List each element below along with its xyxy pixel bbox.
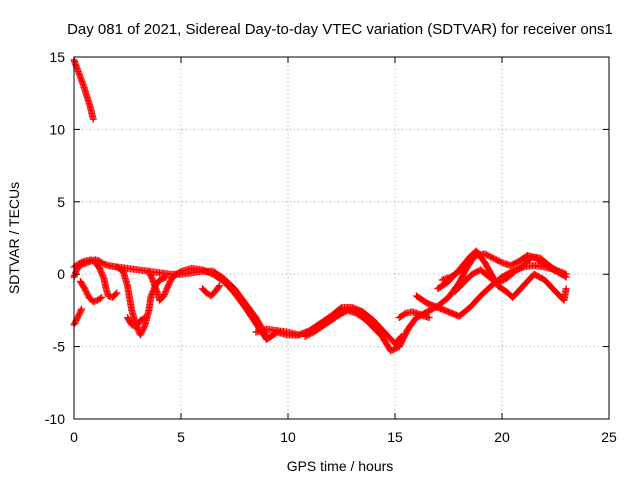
series-track-4 xyxy=(113,263,170,339)
grid-lines xyxy=(74,57,609,419)
data-point xyxy=(558,270,566,278)
data-point xyxy=(425,314,433,322)
x-tick-label: 20 xyxy=(494,429,510,445)
series-track-7 xyxy=(198,282,224,300)
data-point xyxy=(141,314,149,322)
axis-ticks: 0 5 10 15 20 25 -10 -5 0 5 10 15 xyxy=(45,49,617,445)
data-point xyxy=(556,269,564,277)
data-point xyxy=(96,294,104,302)
x-tick-label: 15 xyxy=(387,429,403,445)
data-point xyxy=(98,293,106,301)
x-tick-label: 5 xyxy=(177,429,185,445)
data-point xyxy=(162,273,170,281)
y-axis-label: SDTVAR / TECUs xyxy=(6,182,22,294)
series-track-early-high xyxy=(70,56,97,123)
series-track-2 xyxy=(70,256,121,301)
y-tick-label: 10 xyxy=(49,121,65,137)
data-point xyxy=(215,283,223,291)
series-track-9 xyxy=(301,256,476,355)
data-point xyxy=(77,305,85,313)
chart-title: Day 081 of 2021, Sidereal Day-to-day VTE… xyxy=(67,21,613,38)
series-track-3 xyxy=(76,277,106,306)
data-series xyxy=(70,56,570,355)
series-track-10 xyxy=(395,308,433,322)
data-point xyxy=(89,115,97,123)
data-point xyxy=(216,282,224,290)
x-tick-label: 10 xyxy=(280,429,296,445)
series-track-14 xyxy=(438,250,566,284)
y-tick-label: 0 xyxy=(57,266,65,282)
y-tick-label: -10 xyxy=(45,411,65,427)
data-point xyxy=(113,289,121,297)
x-axis-label: GPS time / hours xyxy=(287,458,394,474)
data-point xyxy=(139,315,147,323)
series-track-0 xyxy=(70,305,85,329)
x-tick-label: 0 xyxy=(70,429,78,445)
y-tick-label: -5 xyxy=(53,339,66,355)
plot-frame xyxy=(73,56,610,420)
x-tick-label: 25 xyxy=(601,429,617,445)
y-tick-label: 5 xyxy=(57,194,65,210)
series-track-5 xyxy=(124,314,149,330)
y-tick-label: 15 xyxy=(49,49,65,65)
data-point xyxy=(112,290,120,298)
data-point xyxy=(562,273,570,281)
data-point xyxy=(562,285,570,293)
